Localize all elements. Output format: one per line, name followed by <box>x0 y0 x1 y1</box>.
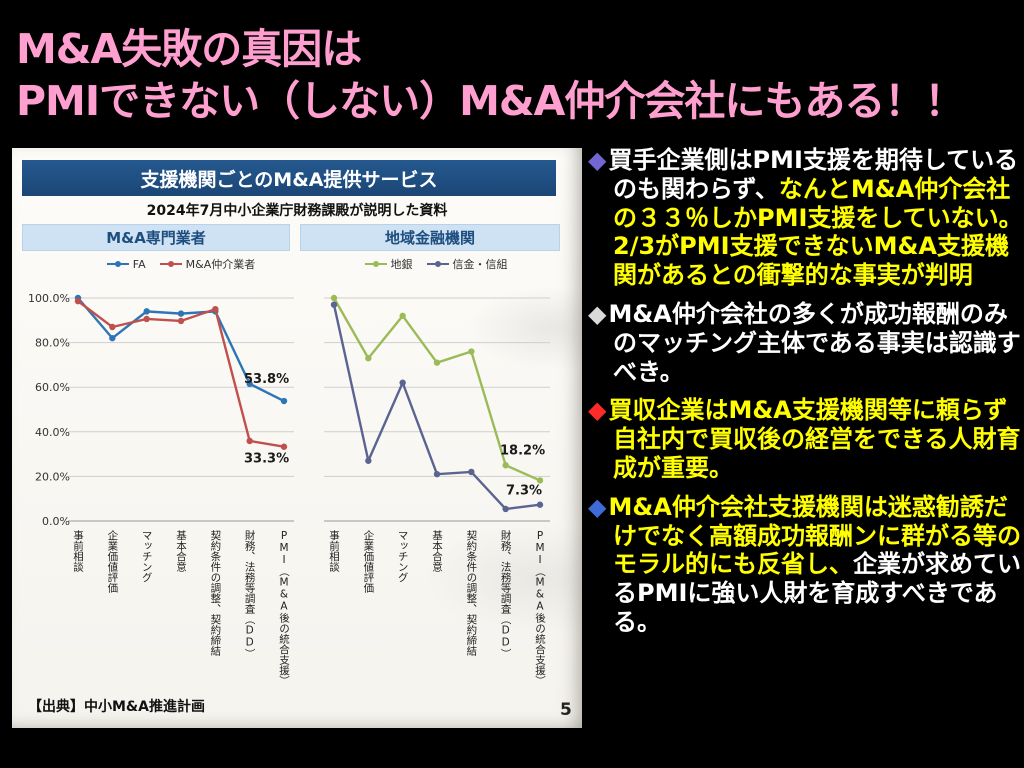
data-point <box>502 505 509 513</box>
data-label: 53.8% <box>244 372 289 387</box>
panel-header-specialists: M&A専門業者 <box>22 224 290 251</box>
data-point <box>280 443 288 450</box>
bullet-text-segment: 買手企業側はPMI支援を期待しているのも関わらず、 <box>608 146 1019 203</box>
data-point <box>280 397 288 405</box>
y-axis-tick: 0.0% <box>42 515 70 528</box>
chart-title: 支援機関ごとのM&A提供サービス <box>22 160 556 196</box>
bullet-list: ◆買手企業側はPMI支援を期待しているのも関わらず、なんとM&A仲介会社の３３％… <box>588 146 1024 647</box>
y-axis-tick: 60.0% <box>35 381 70 394</box>
data-point <box>330 294 338 302</box>
x-axis-label: 基本合意 <box>175 530 187 572</box>
slide-title: M&A失敗の真因は PMIできない（しない）M&A仲介会社にもある！！ <box>16 24 965 127</box>
x-axis-label: 財務、法務等調査（DD） <box>243 530 256 659</box>
bullet-text-segment: 買収企業はM&A支援機関等に頼らず自社内で買収後の経営をできる人財育成が重要。 <box>608 396 1021 482</box>
legend-item: FA <box>106 257 146 271</box>
x-axis-label: マッチング <box>396 530 409 583</box>
legend-item: 地銀 <box>364 256 413 272</box>
data-point <box>468 348 475 355</box>
data-point <box>365 355 372 362</box>
data-point <box>177 317 185 325</box>
source-note: 【出典】中小M&A推進計画 <box>28 699 205 715</box>
diamond-bullet-icon: ◆ <box>588 492 607 521</box>
data-point <box>502 462 509 469</box>
services-line-chart: 100.0% 80.0% 60.0% 40.0% 20.0% 0.0% 53.8% 33.3%… <box>28 292 550 528</box>
data-point <box>109 323 116 331</box>
diamond-bullet-icon: ◆ <box>588 299 607 328</box>
page-number: 5 <box>560 700 572 720</box>
data-point <box>109 334 116 342</box>
data-point <box>246 437 253 445</box>
legend-item: M&A仲介業者 <box>159 256 256 272</box>
data-point <box>468 468 475 476</box>
chart-subtitle: 2024年7月中小企業庁財務課殿が説明した資料 <box>146 203 448 219</box>
y-axis-tick: 80.0% <box>35 337 70 350</box>
data-point <box>399 312 406 320</box>
bullet-item: ◆買手企業側はPMI支援を期待しているのも関わらず、なんとM&A仲介会社の３３％… <box>588 146 1024 290</box>
slide-title-line2: PMIできない（しない）M&A仲介会社にもある！！ <box>16 76 965 125</box>
x-axis-label: 事前相談 <box>328 530 340 572</box>
data-point <box>536 477 544 484</box>
x-axis-label: マッチング <box>140 530 153 583</box>
bullet-text-segment: M&A仲介会社支援機関は迷惑勧誘だけでなく高額成功報酬ンに群がる等のモラル的にも… <box>608 492 1021 579</box>
bullet-item: ◆M&A仲介会社支援機関は迷惑勧誘だけでなく高額成功報酬ンに群がる等のモラル的に… <box>588 493 1024 637</box>
x-axis-label: 企業価値評価 <box>106 530 119 593</box>
data-point <box>399 379 406 386</box>
data-point <box>536 501 544 508</box>
legend-label: 地銀 <box>390 258 413 271</box>
chart-figure: 支援機関ごとのM&A提供サービス 2024年7月中小企業庁財務課殿が説明した資料… <box>12 148 582 728</box>
legend-specialists: FA M&A仲介業者 <box>78 256 284 272</box>
x-axis-label: 企業価値評価 <box>362 530 375 593</box>
x-axis-label: PMI（M&A後の統合支援） <box>534 530 546 686</box>
x-axis-label: 事前相談 <box>72 530 84 572</box>
legend-label: FA <box>132 257 146 271</box>
bullet-text-segment: 企業が求めているPMIに強い人財を育成すべきである。 <box>613 550 1021 636</box>
data-point <box>433 470 441 478</box>
data-point <box>74 297 82 305</box>
x-axis-label: 契約条件の調整、契約締結 <box>465 530 478 656</box>
bullet-item: ◆買収企業はM&A支援機関等に頼らず自社内で買収後の経営をできる人財育成が重要。 <box>588 396 1024 482</box>
data-point <box>177 310 185 317</box>
diamond-bullet-icon: ◆ <box>588 396 607 425</box>
panel-header-regional-banks: 地域金融機関 <box>300 224 560 251</box>
data-point <box>330 301 338 308</box>
legend-marker-icon <box>426 261 449 267</box>
legend-label: 信金・信組 <box>452 258 508 271</box>
data-point <box>143 315 150 323</box>
slide-title-line1: M&A失敗の真因は <box>16 25 362 73</box>
data-label: 33.3% <box>244 452 289 467</box>
x-axis-label: 契約条件の調整、契約締結 <box>209 530 222 656</box>
legend-marker-icon <box>159 261 182 267</box>
data-point <box>212 305 219 313</box>
x-axis-label: 財務、法務等調査（DD） <box>499 530 512 659</box>
data-label: 18.2% <box>500 443 545 458</box>
legend-regional-banks: 地銀 信金・信組 <box>330 256 542 272</box>
data-point <box>143 308 150 315</box>
diamond-bullet-icon: ◆ <box>588 146 607 174</box>
bullet-text-segment: なんとM&A仲介会社の３３％しかPMI支援をしていない。2/3がPMI支援できな… <box>613 174 1023 290</box>
data-point <box>433 359 441 366</box>
y-axis-tick: 40.0% <box>35 426 70 439</box>
legend-marker-icon <box>364 261 387 267</box>
y-axis-tick: 100.0% <box>28 292 70 305</box>
legend-item: 信金・信組 <box>426 256 508 272</box>
bullet-text-segment: M&A仲介会社の多くが成功報酬のみのマッチング主体である事実は認識すべき。 <box>608 299 1021 386</box>
y-axis-tick: 20.0% <box>35 470 70 483</box>
legend-label: M&A仲介業者 <box>185 258 256 271</box>
data-point <box>365 457 372 464</box>
data-point <box>246 380 253 388</box>
series-line <box>332 304 541 511</box>
data-label: 7.3% <box>506 484 542 499</box>
x-axis-label: 基本合意 <box>431 530 443 572</box>
x-axis-label: PMI（M&A後の統合支援） <box>278 530 290 686</box>
legend-marker-icon <box>106 261 129 267</box>
bullet-item: ◆M&A仲介会社の多くが成功報酬のみのマッチング主体である事実は認識すべき。 <box>588 300 1024 386</box>
